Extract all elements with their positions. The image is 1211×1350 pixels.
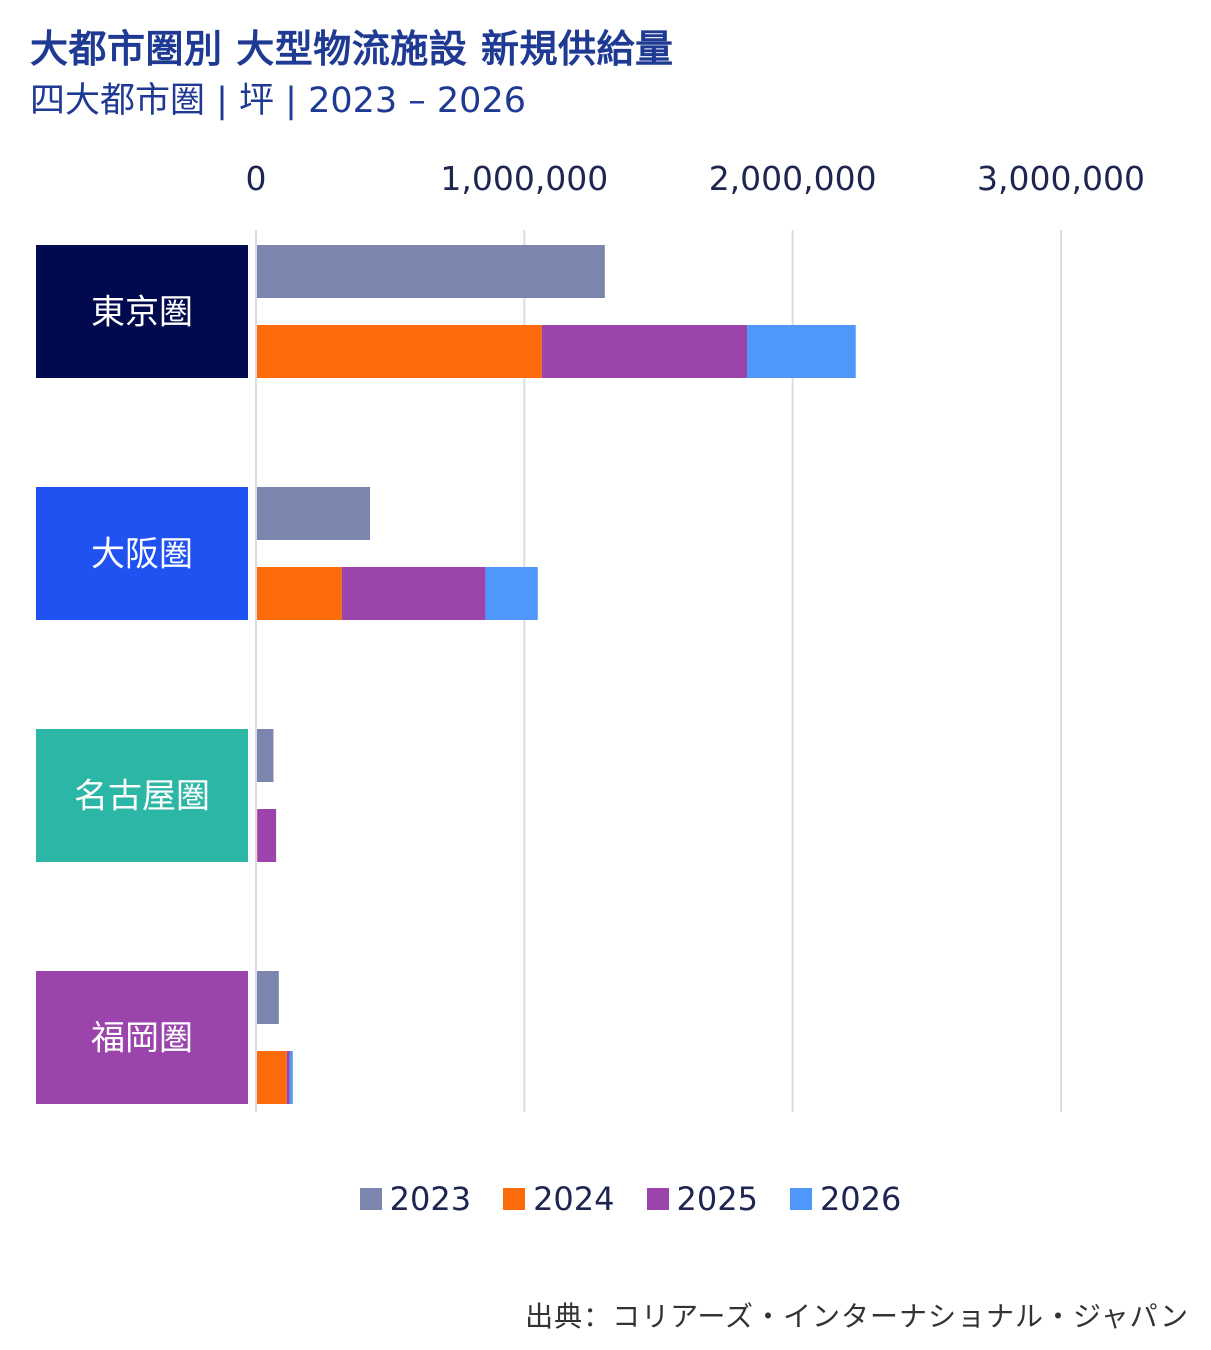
bars	[255, 230, 856, 1112]
chart-subtitle: 四大都市圏 | 坪 | 2023 – 2026	[30, 81, 526, 121]
bar-2026-3	[289, 1051, 293, 1104]
category-block-2	[36, 729, 248, 862]
bar-2024-1	[256, 567, 342, 620]
category-block-0	[36, 245, 248, 378]
chart-title: 大都市圏別 大型物流施設 新規供給量	[30, 27, 674, 71]
legend-item-2023: 2023	[359, 1180, 472, 1218]
bar-2023-0	[256, 245, 605, 298]
bar-2025-0	[541, 325, 748, 378]
legend-item-2024: 2024	[503, 1180, 615, 1218]
category-label-2: 名古屋圏	[74, 777, 210, 817]
bar-2026-0	[747, 325, 856, 378]
legend-swatch-2023	[359, 1188, 382, 1210]
category-label-1: 大阪圏	[91, 535, 193, 575]
x-tick-label-0: 0	[246, 159, 267, 198]
bar-chart: 0 1,000,000 2,000,000 3,000,000 東京圏大阪圏名古屋圏福…	[36, 159, 1145, 1112]
legend: 2023 2024 2025 2026	[0, 1180, 1211, 1218]
legend-swatch-2026	[789, 1188, 812, 1210]
x-axis-ticks: 0 1,000,000 2,000,000 3,000,000	[246, 159, 1145, 198]
category-block-3	[36, 971, 248, 1104]
bar-2023-3	[256, 971, 279, 1024]
bar-2025-3	[286, 1051, 290, 1104]
bar-2023-1	[256, 487, 371, 540]
x-tick-label-3: 3,000,000	[977, 159, 1145, 198]
source-note: 出典：コリアーズ・インターナショナル・ジャパン	[525, 1300, 1189, 1333]
x-tick-label-1: 1,000,000	[440, 159, 608, 198]
legend-swatch-2025	[646, 1188, 669, 1210]
bar-2025-1	[341, 567, 486, 620]
legend-swatch-2024	[503, 1188, 526, 1210]
bar-2026-1	[485, 567, 538, 620]
category-block-1	[36, 487, 248, 620]
legend-label-2026: 2026	[819, 1180, 902, 1218]
legend-item-2026: 2026	[789, 1180, 902, 1218]
legend-label-2023: 2023	[389, 1180, 472, 1218]
category-label-3: 福岡圏	[91, 1019, 193, 1059]
legend-label-2024: 2024	[533, 1180, 615, 1218]
bar-2023-2	[256, 729, 274, 782]
category-label-0: 東京圏	[91, 293, 193, 333]
legend-label-2025: 2025	[676, 1180, 758, 1218]
x-tick-label-2: 2,000,000	[709, 159, 877, 198]
legend-item-2025: 2025	[646, 1180, 758, 1218]
bar-2024-0	[256, 325, 542, 378]
bar-2024-3	[256, 1051, 287, 1104]
bar-2025-2	[257, 809, 277, 862]
